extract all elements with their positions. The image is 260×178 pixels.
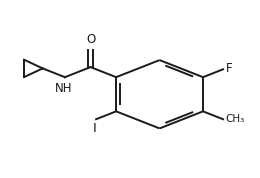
- Text: O: O: [86, 33, 95, 46]
- Text: F: F: [226, 62, 233, 75]
- Text: CH₃: CH₃: [226, 114, 245, 124]
- Text: NH: NH: [55, 82, 72, 95]
- Text: I: I: [93, 122, 97, 135]
